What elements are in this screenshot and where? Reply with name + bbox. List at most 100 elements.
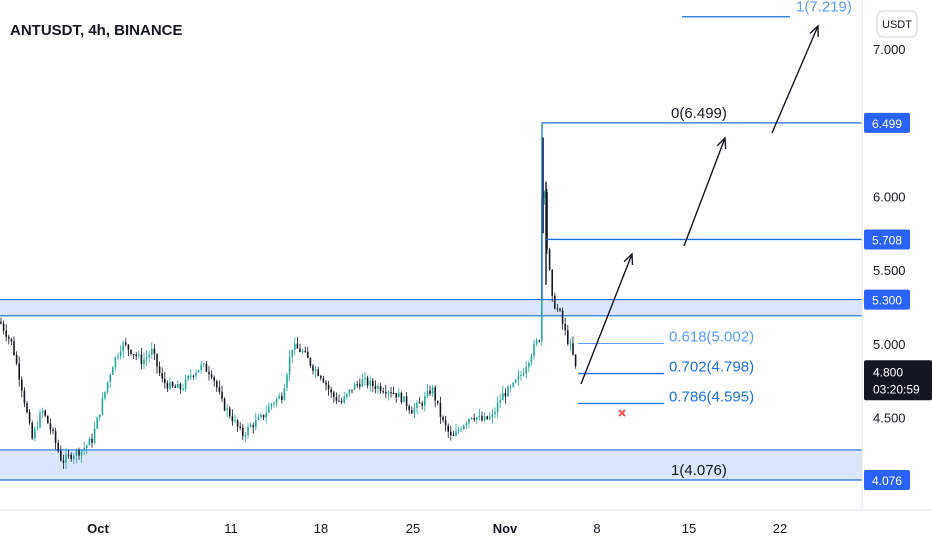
candle-body-58 (151, 348, 153, 355)
candle-body-189 (491, 414, 494, 417)
candle-body-48 (125, 342, 127, 345)
candle-body-142 (369, 380, 371, 386)
candle-body-221 (574, 354, 577, 367)
candle-body-1 (2, 323, 5, 331)
candle-body-73 (190, 375, 192, 377)
candle-body-14 (36, 427, 39, 429)
candle-body-150 (390, 392, 392, 394)
candle-body-92 (239, 426, 241, 428)
candle-body-136 (353, 384, 356, 390)
candle-body-139 (361, 379, 364, 387)
fib-label-4: 1(4.076) (671, 462, 727, 479)
candle-body-215 (559, 308, 561, 311)
candle-body-174 (452, 435, 455, 437)
candle-body-51 (132, 354, 135, 356)
x-tick-label-5: 8 (593, 521, 600, 536)
candle-body-180 (468, 419, 470, 424)
candle-body-25 (65, 454, 67, 463)
candle-body-44 (114, 357, 117, 368)
x-tick-label-2: 18 (314, 521, 328, 536)
candle-body-40 (104, 391, 106, 399)
candle-body-30 (78, 450, 80, 456)
fib-label-5: 1(7.219) (796, 0, 852, 16)
candle-body-144 (374, 386, 377, 389)
candle-body-205 (533, 343, 535, 356)
candle-body-116 (301, 350, 304, 352)
candle-body-53 (138, 354, 140, 357)
candle-body-126 (327, 384, 330, 390)
candle-body-125 (325, 382, 327, 385)
y-tick-label-1: 6.000 (873, 189, 906, 204)
candle-body-171 (444, 420, 447, 426)
candle-body-127 (330, 389, 332, 393)
candle-body-181 (470, 417, 473, 420)
support-zone (0, 449, 862, 480)
candle-body-153 (398, 392, 400, 398)
current-price-countdown: 03:20:59 (873, 382, 920, 396)
levels-layer: 0(6.499) 0.618(5.002) 0.702(4.798) 0.786(4.… (541, 0, 862, 479)
candle-body-170 (442, 416, 444, 421)
candle-body-63 (164, 378, 166, 384)
candle-body-54 (140, 354, 143, 365)
arrow-1-head (623, 252, 634, 266)
current-price-badge (864, 360, 932, 401)
candle-body-87 (226, 408, 228, 411)
x-tick-label-3: 25 (406, 521, 420, 536)
fib-label-0: 0(6.499) (671, 105, 727, 122)
candle-body-86 (223, 398, 226, 411)
candle-body-137 (356, 384, 358, 386)
candle-body-67 (174, 386, 176, 388)
resistance-zone (0, 299, 862, 316)
candle-body-80 (208, 371, 210, 375)
candle-body-43 (112, 367, 114, 375)
candle-body-88 (229, 408, 231, 417)
candle-body-160 (416, 402, 418, 408)
candle-body-187 (486, 416, 488, 420)
candle-body-3 (8, 336, 10, 339)
candle-body-10 (26, 403, 28, 413)
candle-body-203 (528, 362, 530, 368)
candle-body-97 (252, 425, 254, 428)
candle-body-8 (21, 379, 23, 391)
candle-body-195 (507, 386, 509, 397)
candle-body-104 (270, 403, 273, 407)
candle-body-32 (83, 448, 85, 451)
arrow-2-shaft (683, 137, 726, 247)
candle-body-37 (96, 417, 98, 429)
currency-button[interactable]: USDT (876, 10, 918, 38)
candle-body-106 (275, 398, 278, 403)
price-badge-3 (864, 469, 910, 490)
candle-body-188 (489, 416, 491, 420)
candle-body-91 (236, 420, 239, 427)
candle-body-17 (44, 410, 46, 416)
fib-label-1: 0.618(5.002) (669, 329, 754, 346)
candle-body-135 (351, 389, 353, 391)
candle-body-175 (455, 431, 457, 436)
candle-body-18 (47, 415, 49, 424)
candle-body-74 (192, 375, 195, 377)
candle-body-202 (525, 367, 527, 374)
candle-body-201 (522, 373, 525, 376)
candle-body-56 (145, 357, 148, 360)
candle-body-214 (556, 308, 559, 310)
candle-body-49 (127, 344, 130, 350)
candle-body-59 (153, 348, 156, 354)
candle-body-134 (348, 389, 351, 394)
candle-body-66 (171, 382, 174, 387)
candle-body-113 (294, 343, 296, 350)
zones-layer (0, 298, 862, 481)
candle-body-138 (359, 384, 361, 387)
candle-body-52 (135, 354, 137, 357)
x-tick-label-7: 22 (773, 521, 787, 536)
candle-body-115 (299, 348, 301, 352)
candle-body-2 (5, 330, 7, 337)
candle-body-209 (543, 191, 546, 199)
candle-body-111 (288, 356, 291, 375)
candle-body-145 (377, 386, 379, 389)
candle-body-45 (117, 356, 119, 358)
candle-body-149 (387, 392, 390, 394)
candle-body-42 (109, 374, 111, 383)
candle-body-95 (247, 426, 249, 436)
candle-body-218 (567, 330, 569, 344)
